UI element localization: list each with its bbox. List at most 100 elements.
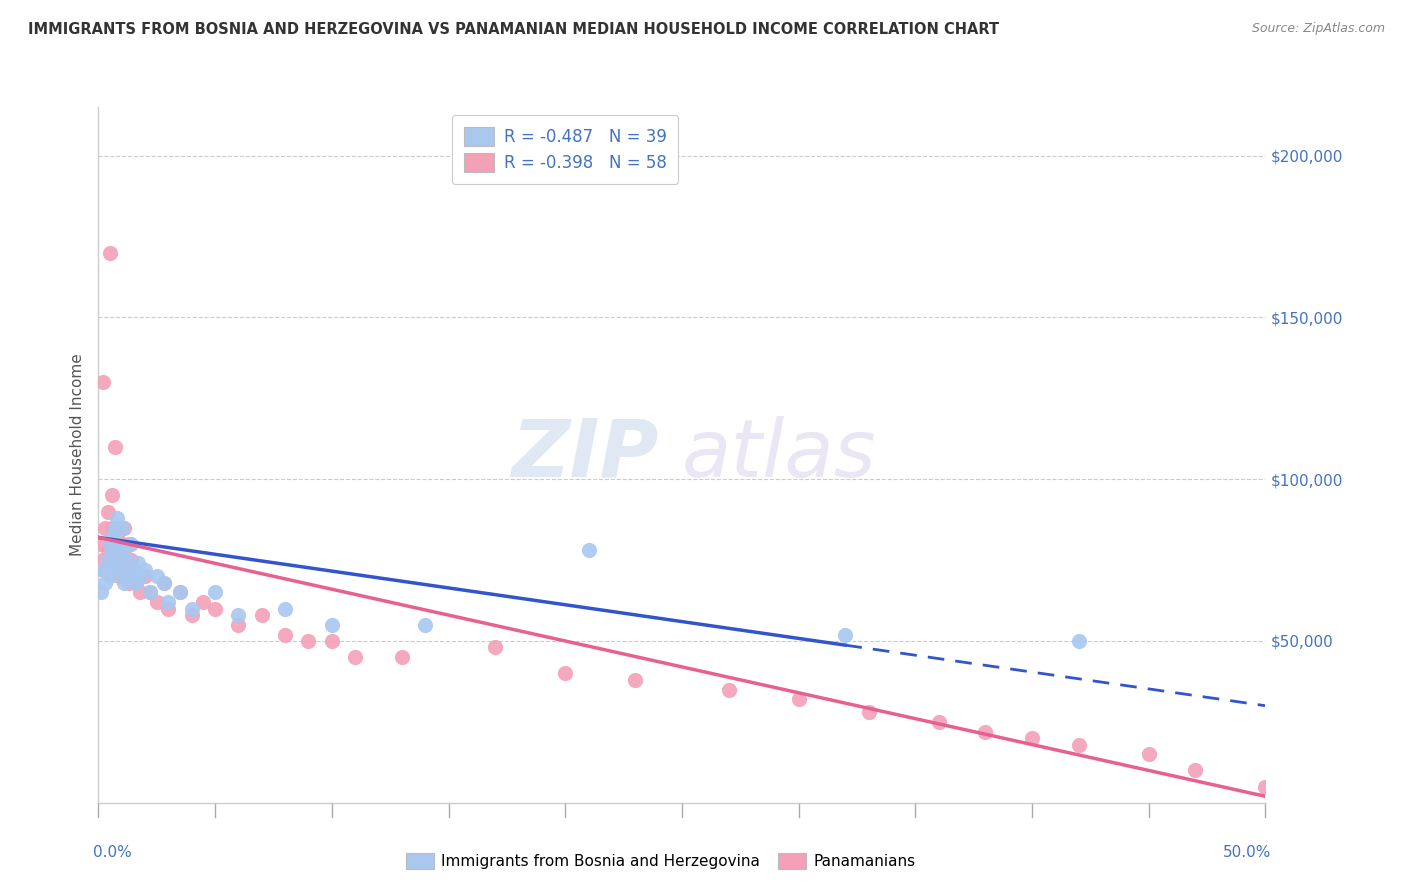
Point bbox=[127, 557, 149, 571]
Point bbox=[413, 617, 436, 632]
Point bbox=[152, 575, 174, 590]
Point bbox=[169, 585, 191, 599]
Point bbox=[105, 549, 128, 564]
Point bbox=[122, 563, 145, 577]
Point bbox=[111, 537, 134, 551]
Point bbox=[104, 553, 127, 567]
Point bbox=[98, 537, 121, 551]
Point bbox=[112, 521, 135, 535]
Text: 0.0%: 0.0% bbox=[93, 845, 131, 860]
Point bbox=[97, 543, 120, 558]
Point bbox=[105, 563, 128, 577]
Point bbox=[98, 245, 121, 260]
Point bbox=[101, 488, 124, 502]
Point bbox=[111, 553, 134, 567]
Point bbox=[250, 608, 273, 623]
Point bbox=[108, 569, 131, 583]
Y-axis label: Median Household Income: Median Household Income bbox=[69, 353, 84, 557]
Point bbox=[118, 575, 141, 590]
Point bbox=[134, 563, 156, 577]
Point bbox=[118, 569, 141, 583]
Point bbox=[108, 563, 131, 577]
Point bbox=[321, 617, 343, 632]
Point bbox=[1067, 738, 1090, 752]
Point bbox=[717, 682, 740, 697]
Point bbox=[274, 601, 297, 615]
Legend: Immigrants from Bosnia and Herzegovina, Panamanians: Immigrants from Bosnia and Herzegovina, … bbox=[399, 847, 922, 875]
Point bbox=[204, 601, 226, 615]
Point bbox=[1254, 780, 1277, 794]
Point bbox=[101, 521, 124, 535]
Point bbox=[111, 543, 134, 558]
Point bbox=[112, 543, 135, 558]
Point bbox=[157, 601, 180, 615]
Point bbox=[624, 673, 647, 687]
Point bbox=[139, 585, 162, 599]
Point bbox=[91, 563, 114, 577]
Point bbox=[180, 601, 202, 615]
Point bbox=[90, 537, 112, 551]
Point bbox=[94, 575, 117, 590]
Point bbox=[1021, 731, 1043, 745]
Point bbox=[169, 585, 191, 599]
Text: IMMIGRANTS FROM BOSNIA AND HERZEGOVINA VS PANAMANIAN MEDIAN HOUSEHOLD INCOME COR: IMMIGRANTS FROM BOSNIA AND HERZEGOVINA V… bbox=[28, 22, 1000, 37]
Point bbox=[108, 537, 131, 551]
Point bbox=[1137, 747, 1160, 762]
Point bbox=[122, 563, 145, 577]
Point bbox=[858, 705, 880, 719]
Point bbox=[344, 650, 367, 665]
Point bbox=[578, 543, 600, 558]
Point bbox=[321, 634, 343, 648]
Text: atlas: atlas bbox=[682, 416, 877, 494]
Point bbox=[115, 563, 138, 577]
Point bbox=[125, 575, 148, 590]
Point bbox=[120, 553, 142, 567]
Point bbox=[98, 569, 121, 583]
Point bbox=[118, 537, 141, 551]
Point bbox=[115, 553, 138, 567]
Point bbox=[554, 666, 576, 681]
Point bbox=[146, 569, 169, 583]
Point bbox=[105, 511, 128, 525]
Point bbox=[297, 634, 319, 648]
Point bbox=[180, 608, 202, 623]
Point bbox=[1067, 634, 1090, 648]
Point bbox=[193, 595, 215, 609]
Point bbox=[974, 724, 997, 739]
Point bbox=[129, 585, 152, 599]
Point bbox=[134, 569, 156, 583]
Point bbox=[94, 521, 117, 535]
Point bbox=[98, 537, 121, 551]
Point bbox=[928, 714, 950, 729]
Point bbox=[204, 585, 226, 599]
Point bbox=[125, 575, 148, 590]
Point bbox=[146, 595, 169, 609]
Point bbox=[274, 627, 297, 641]
Point bbox=[105, 531, 128, 545]
Point bbox=[111, 521, 134, 535]
Point bbox=[94, 563, 117, 577]
Point bbox=[120, 537, 142, 551]
Text: Source: ZipAtlas.com: Source: ZipAtlas.com bbox=[1251, 22, 1385, 36]
Legend: R = -0.487   N = 39, R = -0.398   N = 58: R = -0.487 N = 39, R = -0.398 N = 58 bbox=[453, 115, 678, 184]
Point bbox=[91, 375, 114, 389]
Point bbox=[104, 521, 127, 535]
Point bbox=[152, 575, 174, 590]
Point bbox=[157, 595, 180, 609]
Point bbox=[127, 569, 149, 583]
Point bbox=[228, 617, 250, 632]
Point bbox=[101, 543, 124, 558]
Point bbox=[108, 543, 131, 558]
Point bbox=[91, 553, 114, 567]
Point bbox=[97, 504, 120, 518]
Point bbox=[97, 553, 120, 567]
Point bbox=[391, 650, 413, 665]
Text: ZIP: ZIP bbox=[512, 416, 658, 494]
Text: 50.0%: 50.0% bbox=[1223, 845, 1271, 860]
Point bbox=[834, 627, 856, 641]
Point bbox=[484, 640, 506, 655]
Point bbox=[112, 575, 135, 590]
Point bbox=[104, 559, 127, 574]
Point bbox=[1184, 764, 1206, 778]
Point bbox=[129, 569, 152, 583]
